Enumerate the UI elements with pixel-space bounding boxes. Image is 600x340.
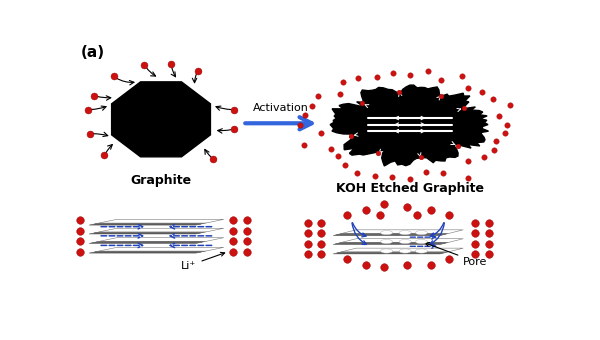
Polygon shape [95, 241, 207, 242]
Polygon shape [338, 233, 449, 234]
Polygon shape [92, 223, 205, 224]
Polygon shape [95, 232, 207, 233]
Polygon shape [91, 252, 204, 253]
Ellipse shape [415, 231, 427, 235]
Polygon shape [112, 82, 211, 157]
Text: Graphite: Graphite [130, 174, 191, 187]
Polygon shape [337, 242, 448, 243]
Polygon shape [95, 251, 207, 252]
Polygon shape [94, 223, 206, 224]
Polygon shape [333, 253, 445, 254]
Polygon shape [333, 234, 445, 236]
Polygon shape [89, 242, 202, 243]
Polygon shape [94, 232, 206, 233]
Polygon shape [94, 251, 206, 252]
Ellipse shape [399, 231, 411, 235]
Ellipse shape [399, 239, 411, 244]
Ellipse shape [380, 239, 392, 244]
Polygon shape [334, 253, 446, 254]
Polygon shape [91, 233, 204, 234]
Polygon shape [338, 242, 449, 243]
Polygon shape [94, 241, 206, 242]
Text: Li⁺: Li⁺ [181, 252, 224, 271]
Polygon shape [90, 242, 203, 243]
Ellipse shape [380, 249, 392, 253]
Ellipse shape [399, 249, 411, 253]
Polygon shape [92, 232, 205, 233]
Polygon shape [338, 252, 449, 253]
Polygon shape [330, 85, 488, 166]
Ellipse shape [380, 231, 392, 235]
Polygon shape [336, 234, 448, 235]
Polygon shape [92, 242, 205, 243]
Polygon shape [334, 243, 446, 244]
Polygon shape [90, 224, 203, 225]
Polygon shape [89, 233, 202, 234]
Text: Pore: Pore [425, 242, 488, 267]
Polygon shape [335, 234, 446, 235]
Polygon shape [95, 223, 207, 224]
Polygon shape [91, 223, 204, 225]
Polygon shape [90, 233, 203, 234]
Text: (a): (a) [80, 45, 105, 60]
Polygon shape [92, 251, 205, 252]
Ellipse shape [415, 249, 427, 253]
Polygon shape [334, 234, 446, 235]
Polygon shape [335, 252, 446, 253]
Polygon shape [335, 243, 446, 244]
Polygon shape [336, 252, 448, 253]
Text: KOH Etched Graphite: KOH Etched Graphite [336, 182, 484, 195]
Polygon shape [337, 252, 448, 253]
Polygon shape [337, 234, 448, 235]
Polygon shape [89, 224, 202, 225]
Polygon shape [89, 252, 202, 253]
Ellipse shape [415, 239, 427, 244]
Polygon shape [336, 243, 448, 244]
Text: Activation: Activation [253, 103, 309, 113]
Polygon shape [91, 242, 204, 243]
Polygon shape [90, 252, 203, 253]
Polygon shape [333, 243, 445, 244]
